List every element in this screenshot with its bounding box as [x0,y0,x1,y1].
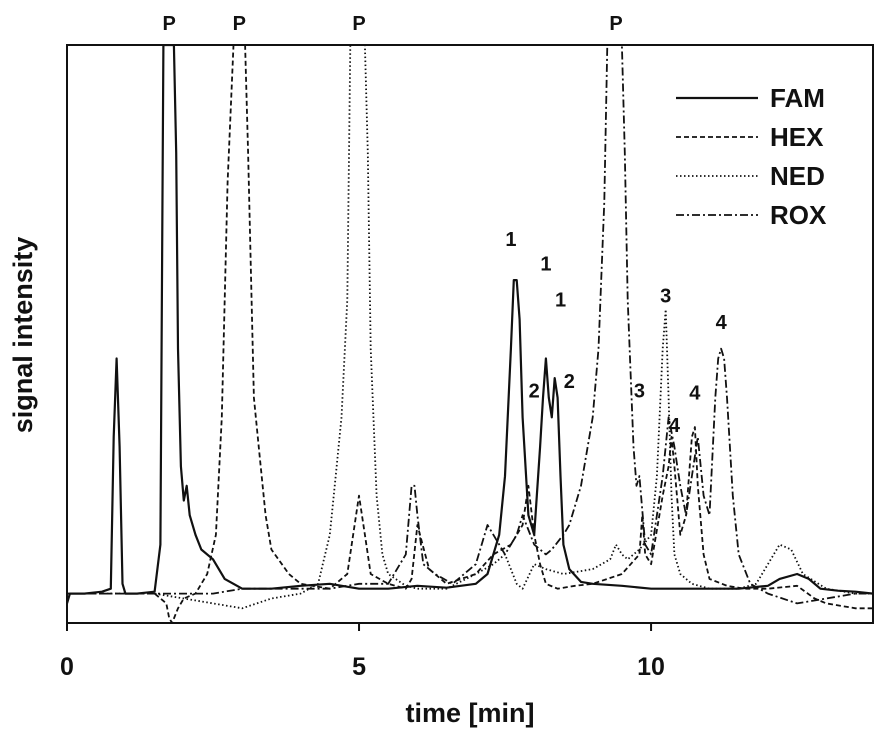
plot-frame [66,44,874,624]
x-tick-label: 10 [637,653,665,681]
primer-peak-label: P [233,13,246,35]
series-line-rox [67,45,873,605]
legend-label-rox: ROX [770,200,827,230]
legend-label-fam: FAM [770,83,825,113]
peak-number-label: 1 [540,253,551,275]
legend: FAM HEX NED ROX [676,83,827,230]
peak-number-label: 4 [689,383,701,405]
primer-peak-label: P [609,13,622,35]
peak-number-label: 3 [634,381,645,403]
x-tick-label: 0 [60,653,74,681]
series-line-fam [67,45,873,604]
x-axis-title: time [min] [405,698,534,728]
peak-number-label: 4 [669,415,681,437]
x-tick-label: 5 [352,653,366,681]
legend-label-hex: HEX [770,122,824,152]
y-axis-title: signal intensity [8,237,38,434]
peak-number-label: 2 [564,371,575,393]
peak-number-label: 1 [505,229,516,251]
primer-peak-label: P [163,13,176,35]
series-line-hex [67,45,873,623]
peak-number-label: 3 [660,286,671,308]
series-layer [67,45,873,623]
peak-number-label: 4 [716,312,728,334]
peak-number-label: 1 [555,290,566,312]
peak-number-label: 2 [529,381,540,403]
primer-peak-label: P [352,13,365,35]
legend-label-ned: NED [770,161,825,191]
x-axis-ticks: 0 5 10 [60,623,665,681]
